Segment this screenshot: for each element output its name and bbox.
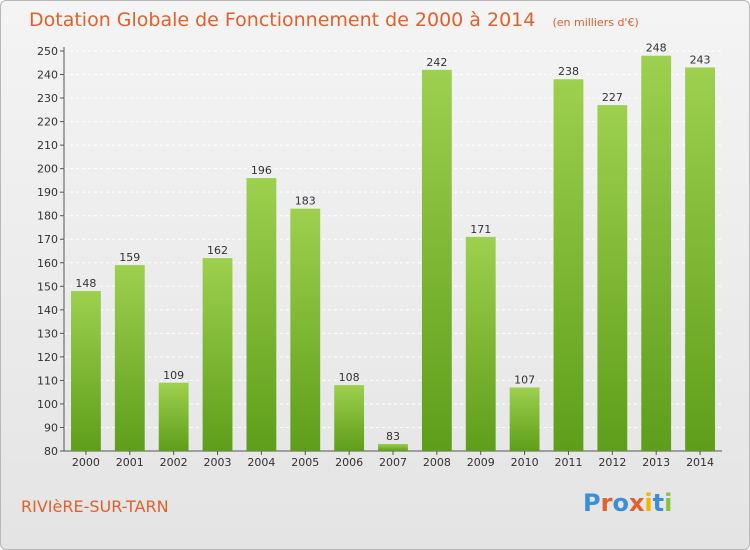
bar	[202, 258, 233, 451]
x-tick-label: 2011	[554, 456, 582, 469]
bar-value-label: 109	[163, 369, 184, 382]
y-tick-label: 190	[37, 186, 58, 199]
x-tick-label: 2004	[247, 456, 275, 469]
bar	[378, 443, 408, 451]
x-tick-label: 2009	[467, 456, 495, 469]
bar	[421, 69, 452, 451]
logo-letter: P	[583, 489, 601, 517]
x-tick-label: 2002	[160, 456, 188, 469]
bar	[641, 55, 672, 452]
y-tick-label: 230	[37, 92, 58, 105]
y-tick-label: 180	[37, 210, 58, 223]
logo-letter: i	[644, 489, 653, 517]
bar-value-label: 183	[295, 195, 316, 208]
bar	[158, 382, 189, 451]
proxiti-logo: Proxiti	[583, 489, 672, 517]
bar-value-label: 159	[119, 251, 140, 264]
y-tick-label: 110	[37, 374, 58, 387]
bar	[597, 105, 628, 451]
x-tick-label: 2000	[72, 456, 100, 469]
y-tick-label: 90	[44, 421, 58, 434]
bar-value-label: 148	[75, 277, 96, 290]
logo-letter: t	[652, 489, 665, 517]
x-tick-label: 2001	[116, 456, 144, 469]
x-tick-label: 2003	[204, 456, 232, 469]
bar	[553, 79, 584, 451]
y-tick-label: 160	[37, 257, 58, 270]
bar-value-label: 248	[646, 42, 667, 55]
logo-letter: x	[628, 489, 645, 517]
bar-value-label: 108	[339, 371, 360, 384]
bar	[71, 291, 101, 451]
bar-value-label: 238	[558, 65, 579, 78]
bar	[114, 265, 145, 451]
x-tick-label: 2006	[335, 456, 363, 469]
bar	[685, 67, 715, 452]
bar	[509, 387, 540, 451]
bar-value-label: 227	[602, 91, 623, 104]
y-tick-label: 250	[37, 45, 58, 58]
bar-value-label: 242	[426, 56, 447, 69]
bar-value-label: 83	[386, 430, 400, 443]
y-tick-label: 170	[37, 233, 58, 246]
bar	[465, 236, 496, 451]
y-tick-label: 220	[37, 116, 58, 129]
chart-title: Dotation Globale de Fonctionnement de 20…	[29, 9, 536, 31]
commune-name: RIVIèRE-SUR-TARN	[21, 497, 169, 516]
logo-letter: i	[664, 489, 673, 517]
bar	[290, 208, 321, 451]
bar-value-label: 171	[470, 223, 491, 236]
logo-letter: r	[600, 489, 613, 517]
y-tick-label: 140	[37, 304, 58, 317]
y-tick-label: 210	[37, 139, 58, 152]
bar-value-label: 107	[514, 373, 535, 386]
x-tick-label: 2005	[291, 456, 319, 469]
y-tick-label: 80	[44, 445, 58, 458]
y-tick-label: 100	[37, 398, 58, 411]
y-tick-label: 150	[37, 280, 58, 293]
bar-value-label: 196	[251, 164, 272, 177]
y-tick-label: 120	[37, 351, 58, 364]
x-tick-label: 2014	[686, 456, 714, 469]
y-tick-label: 240	[37, 69, 58, 82]
y-tick-label: 200	[37, 163, 58, 176]
chart-subtitle: (en milliers d'€)	[552, 16, 639, 29]
x-tick-label: 2012	[598, 456, 626, 469]
x-tick-label: 2008	[423, 456, 451, 469]
x-tick-label: 2013	[642, 456, 670, 469]
bar-value-label: 162	[207, 244, 228, 257]
x-tick-label: 2010	[511, 456, 539, 469]
logo-letter: o	[612, 489, 629, 517]
bar	[334, 385, 365, 451]
y-tick-label: 130	[37, 327, 58, 340]
bar	[246, 178, 277, 451]
x-tick-label: 2007	[379, 456, 407, 469]
title-row: Dotation Globale de Fonctionnement de 20…	[29, 9, 639, 31]
bar-value-label: 243	[690, 53, 711, 66]
